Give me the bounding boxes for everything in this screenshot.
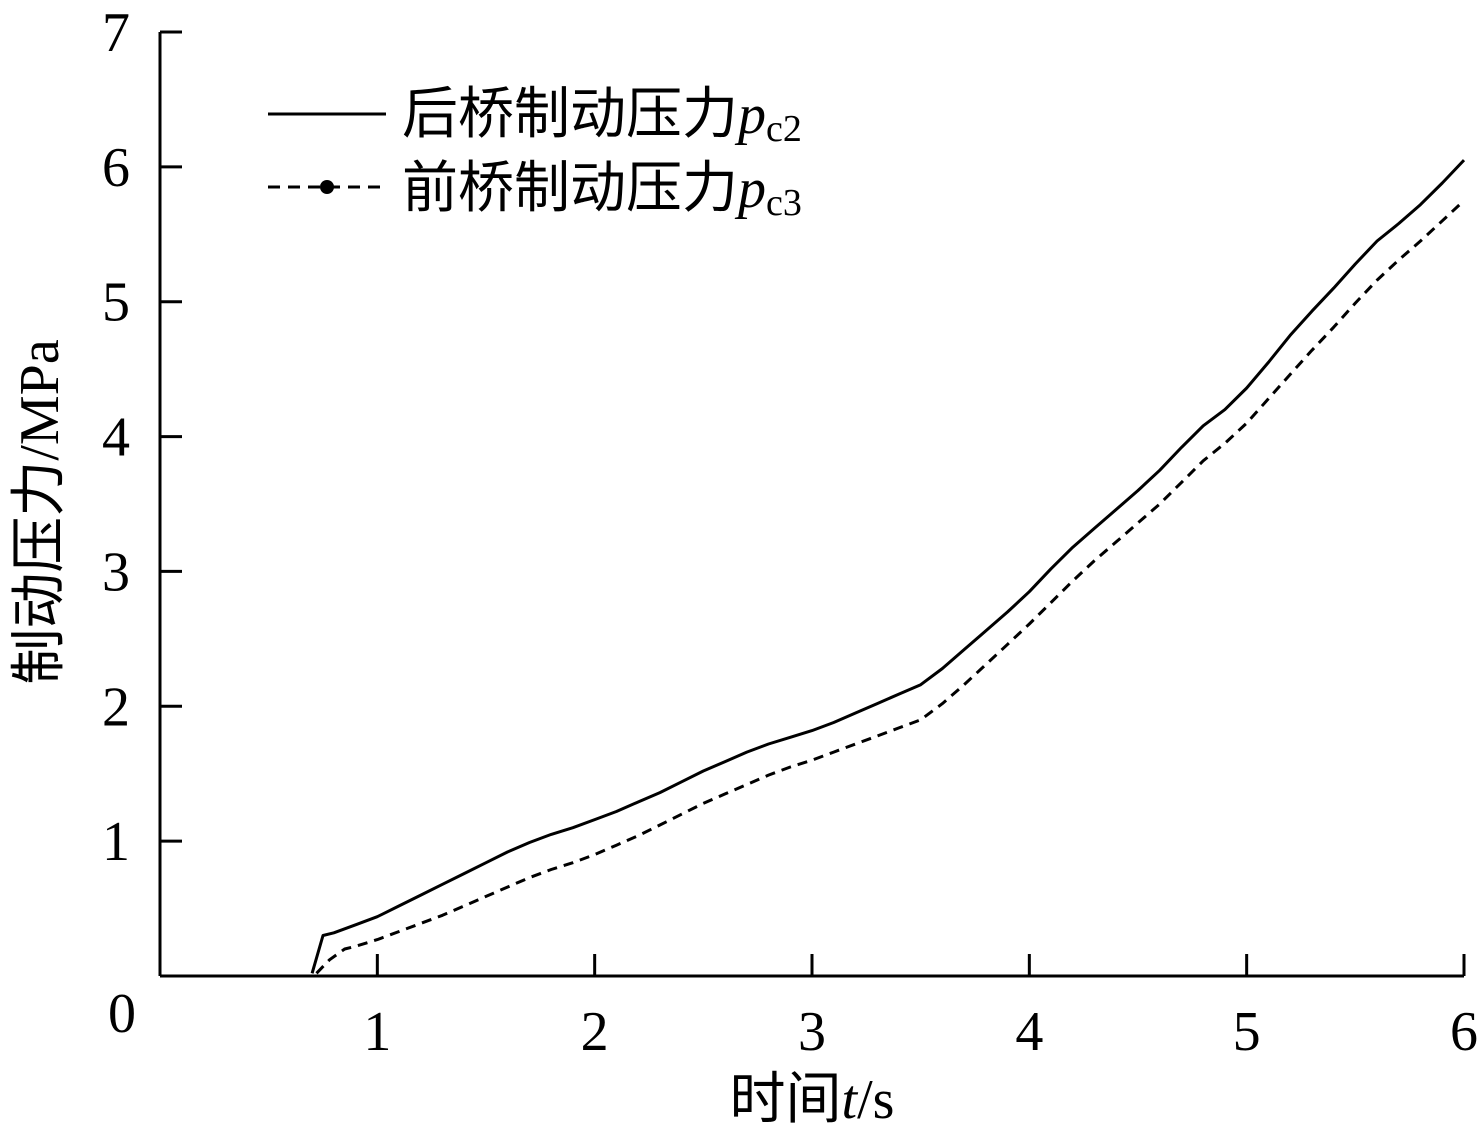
x-tick-label: 0 (108, 983, 136, 1045)
legend-label-pc2-prefix: 后桥制动压力 (402, 84, 738, 146)
legend-label-pc3-prefix: 前桥制动压力 (402, 158, 738, 220)
legend: 后桥制动压力pc2 前桥制动压力pc3 (268, 84, 802, 224)
x-tick-label: 5 (1233, 1001, 1261, 1063)
y-tick-label: 7 (102, 2, 130, 64)
plot-area (310, 159, 1466, 975)
x-tick-label: 2 (581, 1001, 609, 1063)
legend-label-pc2-sub: c2 (766, 108, 802, 150)
x-tick-label: 1 (363, 1001, 391, 1063)
x-axis-title: 时间t/s (730, 1069, 895, 1131)
x-tick-label: 4 (1015, 1001, 1043, 1063)
axes (158, 32, 1464, 978)
x-tick-label: 6 (1450, 1001, 1478, 1063)
x-axis-title-var: t (842, 1069, 859, 1131)
y-tick-label: 4 (102, 407, 130, 469)
y-tick-label: 5 (102, 272, 130, 334)
x-axis-title-prefix: 时间 (730, 1069, 842, 1131)
x-tick-label: 3 (798, 1001, 826, 1063)
y-axis-title: 制动压力/MPa (9, 339, 71, 684)
y-tick-label: 1 (102, 811, 130, 873)
legend-label-pc3-var: p (734, 158, 766, 220)
y-tick-label: 3 (102, 541, 130, 603)
x-axis-title-unit: /s (857, 1069, 894, 1131)
legend-label-pc3: 前桥制动压力pc3 (402, 158, 802, 224)
legend-label-pc3-sub: c3 (766, 182, 802, 224)
series-line-pc2 (310, 159, 1466, 974)
y-tick-label: 6 (102, 137, 130, 199)
legend-label-pc2-var: p (734, 84, 766, 146)
legend-marker-pc3 (320, 180, 334, 194)
legend-label-pc2: 后桥制动压力pc2 (402, 84, 802, 150)
series-line-pc3 (315, 199, 1466, 975)
ticks: 0 1 2 3 4 5 6 1 2 3 4 5 6 7 (102, 2, 1478, 1063)
y-tick-label: 2 (102, 676, 130, 738)
